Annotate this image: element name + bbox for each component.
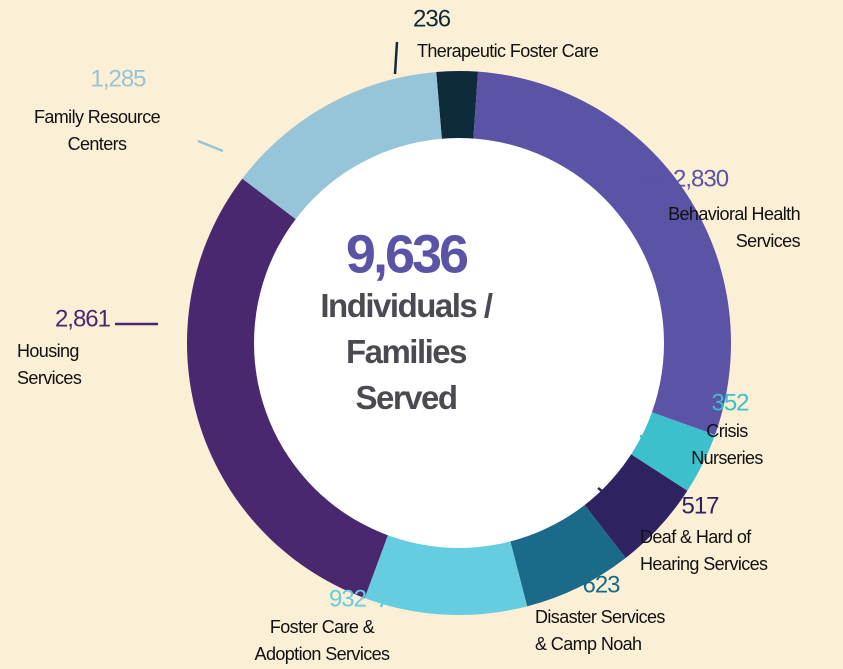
category-label: Therapeutic Foster Care — [417, 41, 599, 61]
leader-line — [197, 139, 224, 153]
category-label: Foster Care & Adoption Services — [255, 617, 390, 664]
donut-hole — [254, 138, 664, 548]
leader-line — [639, 434, 683, 448]
center-text: Individuals / Families Served — [320, 287, 493, 416]
category-label: Behavioral Health Services — [668, 204, 800, 251]
value-label: 2,830 — [673, 165, 729, 192]
value-label: 517 — [681, 492, 719, 519]
value-label: 2,861 — [55, 305, 111, 332]
category-label: Crisis Nurseries — [691, 421, 763, 468]
leader-line — [619, 178, 663, 187]
donut — [186, 70, 731, 615]
value-label: 352 — [711, 389, 749, 416]
value-label: 623 — [582, 571, 620, 598]
value-label: 932 — [329, 585, 367, 612]
slice — [242, 71, 443, 223]
value-label: 1,285 — [90, 65, 146, 92]
category-label: Deaf & Hard of Hearing Services — [640, 527, 768, 574]
category-label: Housing Services — [17, 341, 82, 388]
slice — [473, 71, 731, 435]
slice — [186, 178, 390, 599]
leader-line — [597, 487, 634, 516]
leader-lines — [115, 41, 683, 608]
slice — [364, 530, 528, 615]
leader-line — [379, 587, 390, 608]
leader-line — [393, 41, 399, 75]
value-label: 236 — [413, 5, 451, 32]
total: 9,636 — [346, 224, 468, 284]
category-label: Disaster Services & Camp Noah — [535, 607, 665, 654]
slice — [626, 410, 716, 491]
slice — [436, 70, 479, 144]
category-label: Family Resource Centers — [34, 107, 161, 154]
leader-line — [545, 534, 578, 581]
